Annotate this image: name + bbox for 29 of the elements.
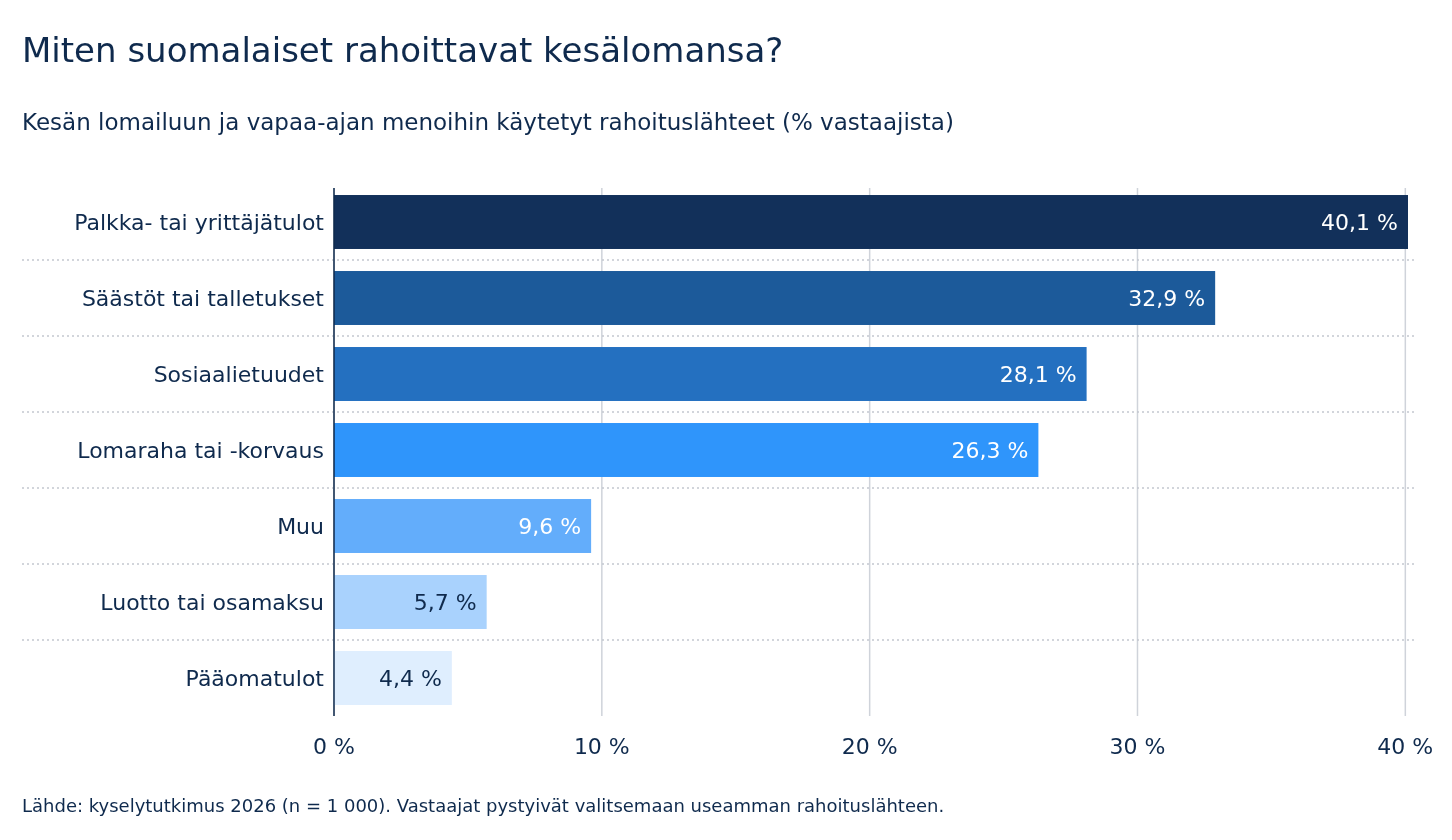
x-tick-label: 20 % <box>841 734 898 759</box>
data-label: 26,3 % <box>951 437 1029 463</box>
x-tick-label: 30 % <box>1109 734 1166 759</box>
y-tick-label: Pääomatulot <box>185 665 325 691</box>
bar <box>334 423 1039 477</box>
y-tick-label: Sosiaalietuudet <box>153 361 325 387</box>
bar <box>334 195 1408 249</box>
x-tick-label: 10 % <box>573 734 630 759</box>
x-tick-label: 40 % <box>1377 734 1434 759</box>
y-tick-label: Lomaraha tai -korvaus <box>77 437 324 463</box>
chart-subtitle: Kesän lomailuun ja vapaa-ajan menoihin käytetyt rahoituslähteet (% vastaajista) <box>22 109 954 135</box>
bar <box>334 271 1216 325</box>
bar <box>334 499 592 553</box>
chart-title: Miten suomalaiset rahoittavat kesälomansa? <box>22 30 784 70</box>
data-label: 40,1 % <box>1321 209 1398 235</box>
bar <box>334 347 1087 401</box>
bar <box>334 575 487 629</box>
x-tick-label: 0 % <box>313 734 355 759</box>
y-tick-label: Muu <box>277 513 324 539</box>
y-tick-label: Säästöt tai talletukset <box>81 285 325 311</box>
data-label: 4,4 % <box>378 665 442 691</box>
y-tick-label: Luotto tai osamaksu <box>100 589 324 615</box>
data-label: 28,1 % <box>999 361 1077 387</box>
y-tick-label: Palkka- tai yrittäjätulot <box>74 209 325 235</box>
data-label: 32,9 % <box>1128 285 1206 311</box>
text: Lähde: kyselytutkimus 2026 (n = 1 000). Vastaajat pystyivät valitsemaan useamman rahoituslähteen. <box>22 795 945 816</box>
bar <box>334 651 452 705</box>
data-label: 5,7 % <box>413 589 477 615</box>
data-label: 9,6 % <box>518 513 582 539</box>
